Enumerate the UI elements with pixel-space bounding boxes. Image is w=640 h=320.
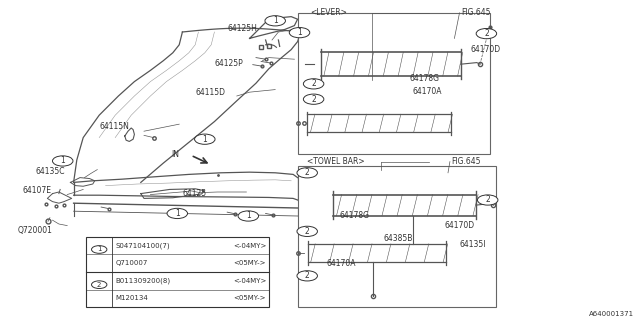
Text: 64135I: 64135I [460,240,486,249]
Text: <05MY->: <05MY-> [234,295,266,301]
Circle shape [167,208,188,219]
Circle shape [195,134,215,144]
Text: 64178G: 64178G [410,74,440,83]
Text: <TOWEL BAR>: <TOWEL BAR> [307,157,365,166]
Text: 1: 1 [273,16,278,25]
Text: 2: 2 [311,95,316,104]
Text: 64115N: 64115N [99,122,129,131]
Text: 64107E: 64107E [22,186,51,195]
Text: B011309200(8): B011309200(8) [116,277,171,284]
Circle shape [476,28,497,39]
Circle shape [265,16,285,26]
Text: 2: 2 [305,271,310,280]
Circle shape [303,94,324,104]
Circle shape [303,79,324,89]
Circle shape [297,168,317,178]
Text: 64178G: 64178G [339,212,369,220]
Text: 64170D: 64170D [445,221,475,230]
Text: A640001371: A640001371 [588,311,634,317]
Text: 1: 1 [97,246,102,252]
Text: 64115D: 64115D [195,88,225,97]
Circle shape [92,281,107,289]
Text: 1: 1 [60,156,65,165]
Text: 1: 1 [297,28,302,37]
Text: Q720001: Q720001 [18,226,52,235]
Text: 64125: 64125 [182,189,207,198]
Bar [298,166,496,307]
Text: 64125H: 64125H [227,24,257,33]
Text: 2: 2 [305,227,310,236]
Text: 64170D: 64170D [470,45,500,54]
Circle shape [297,226,317,236]
Circle shape [297,271,317,281]
Text: <-04MY>: <-04MY> [233,278,266,284]
Text: 64170A: 64170A [326,260,356,268]
Text: 64170A: 64170A [413,87,442,96]
Text: 2: 2 [97,282,101,288]
Text: <-04MY>: <-04MY> [233,243,266,249]
Circle shape [477,195,498,205]
Text: 2: 2 [485,196,490,204]
Circle shape [92,246,107,253]
Text: 1: 1 [202,135,207,144]
Text: FIG.645: FIG.645 [461,8,490,17]
Text: 2: 2 [305,168,310,177]
Circle shape [52,156,73,166]
Text: 2: 2 [311,79,316,88]
Text: S047104100(7): S047104100(7) [116,242,170,249]
Text: FIG.645: FIG.645 [451,157,481,166]
Text: IN: IN [172,150,179,159]
Text: <LEVER>: <LEVER> [310,8,348,17]
Text: <05MY->: <05MY-> [234,260,266,266]
Text: 1: 1 [246,212,251,220]
Text: Q710007: Q710007 [116,260,148,266]
Circle shape [238,211,259,221]
Bar [298,13,490,154]
Text: 64135C: 64135C [35,167,65,176]
Text: 64385B: 64385B [384,234,413,243]
Text: 2: 2 [484,29,489,38]
Text: 1: 1 [175,209,180,218]
Circle shape [289,28,310,38]
Bar [86,237,269,307]
Text: 64125P: 64125P [214,60,243,68]
Text: M120134: M120134 [116,295,148,301]
